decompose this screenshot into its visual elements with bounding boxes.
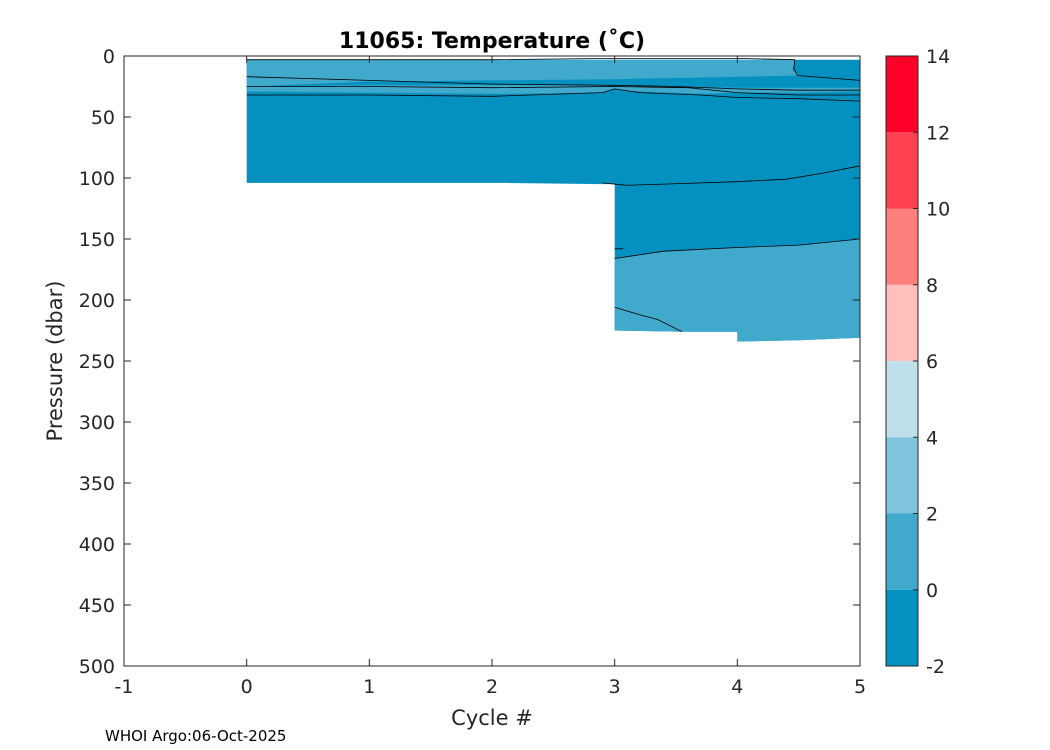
colorbar-tick-label: 8 — [926, 275, 938, 297]
x-axis-label: Cycle # — [451, 706, 533, 730]
colorbar-swatch — [886, 361, 918, 438]
y-tick-label: 500 — [79, 656, 115, 678]
y-axis-ticks: 0 50 100 150 200 250 300 350 400 450 500 — [79, 46, 860, 678]
colorbar-swatch — [886, 56, 918, 133]
colorbar: -2 0 2 4 6 8 10 12 14 — [885, 46, 950, 678]
colorbar-swatch — [886, 208, 918, 285]
x-tick-label: 2 — [486, 676, 498, 698]
region-lower-warm-layer — [614, 239, 860, 342]
y-tick-label: 200 — [79, 290, 115, 312]
x-tick-label: 4 — [731, 676, 743, 698]
x-tick-label: 3 — [609, 676, 621, 698]
footer-credit: WHOI Argo:06-Oct-2025 — [105, 727, 286, 745]
contour-line-3 — [246, 88, 861, 102]
contour-line-0 — [246, 58, 796, 61]
colorbar-swatch — [886, 437, 918, 514]
colorbar-tick-label: 10 — [926, 199, 950, 221]
colorbar-swatch — [886, 589, 918, 666]
contour-lines — [246, 58, 861, 333]
contour-line-8 — [614, 306, 683, 333]
x-tick-label: 0 — [241, 676, 253, 698]
x-tick-label: 1 — [363, 676, 375, 698]
x-axis-ticks: -1 0 1 2 3 4 5 — [115, 56, 866, 698]
colorbar-swatch — [886, 284, 918, 361]
colorbar-tick-label: 2 — [926, 504, 938, 526]
y-tick-label: 400 — [79, 534, 115, 556]
y-axis-label: Pressure (dbar) — [43, 281, 67, 442]
y-tick-label: 100 — [79, 168, 115, 190]
y-tick-label: 350 — [79, 473, 115, 495]
y-tick-label: 50 — [91, 107, 115, 129]
colorbar-tick-label: 14 — [926, 46, 950, 68]
colorbar-swatch — [886, 513, 918, 590]
contour-line-1 — [246, 76, 860, 91]
colorbar-swatch — [886, 132, 918, 209]
y-tick-label: 250 — [79, 351, 115, 373]
contour-line-5 — [602, 165, 861, 186]
x-tick-label: -1 — [115, 676, 134, 698]
colorbar-tick-label: 4 — [926, 427, 938, 449]
chart-title: 11065: Temperature (˚C) — [339, 29, 645, 54]
contour-line-2 — [246, 86, 860, 96]
y-tick-label: 450 — [79, 595, 115, 617]
y-tick-label: 0 — [103, 46, 115, 68]
colorbar-tick-label: 12 — [926, 122, 950, 144]
colorbar-tick-label: -2 — [926, 656, 945, 678]
y-tick-label: 300 — [79, 412, 115, 434]
colorbar-tick-label: 0 — [926, 580, 938, 602]
y-tick-label: 150 — [79, 229, 115, 251]
contour-line-4 — [793, 59, 861, 81]
contour-line-7 — [614, 238, 861, 259]
colorbar-tick-label: 6 — [926, 351, 938, 373]
x-tick-label: 5 — [854, 676, 866, 698]
region-surface-warm-layer — [246, 59, 799, 87]
contour-regions — [246, 59, 860, 342]
